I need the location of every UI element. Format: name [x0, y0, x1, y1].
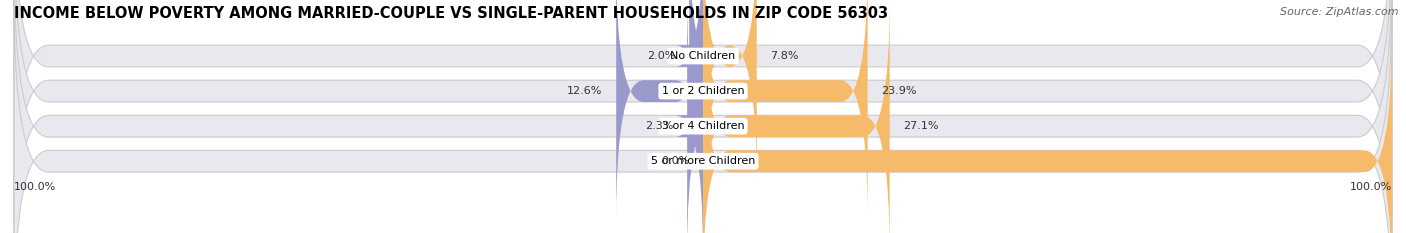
FancyBboxPatch shape: [703, 0, 890, 233]
Text: 100.0%: 100.0%: [1350, 182, 1392, 192]
FancyBboxPatch shape: [703, 0, 756, 185]
Text: Source: ZipAtlas.com: Source: ZipAtlas.com: [1281, 7, 1399, 17]
Text: 5 or more Children: 5 or more Children: [651, 156, 755, 166]
FancyBboxPatch shape: [14, 0, 1392, 233]
Text: 1 or 2 Children: 1 or 2 Children: [662, 86, 744, 96]
Text: 2.0%: 2.0%: [647, 51, 675, 61]
FancyBboxPatch shape: [14, 0, 1392, 233]
Text: 7.8%: 7.8%: [770, 51, 799, 61]
FancyBboxPatch shape: [14, 0, 1392, 220]
Text: 23.9%: 23.9%: [882, 86, 917, 96]
FancyBboxPatch shape: [616, 0, 703, 220]
Text: 12.6%: 12.6%: [567, 86, 602, 96]
Text: 27.1%: 27.1%: [904, 121, 939, 131]
FancyBboxPatch shape: [675, 0, 714, 233]
FancyBboxPatch shape: [14, 0, 1392, 233]
FancyBboxPatch shape: [675, 0, 717, 185]
FancyBboxPatch shape: [703, 0, 868, 220]
Text: 2.3%: 2.3%: [645, 121, 673, 131]
Text: 0.0%: 0.0%: [661, 156, 689, 166]
FancyBboxPatch shape: [703, 32, 1392, 233]
Text: INCOME BELOW POVERTY AMONG MARRIED-COUPLE VS SINGLE-PARENT HOUSEHOLDS IN ZIP COD: INCOME BELOW POVERTY AMONG MARRIED-COUPL…: [14, 6, 889, 21]
Text: No Children: No Children: [671, 51, 735, 61]
Text: 100.0%: 100.0%: [14, 182, 56, 192]
Text: 3 or 4 Children: 3 or 4 Children: [662, 121, 744, 131]
